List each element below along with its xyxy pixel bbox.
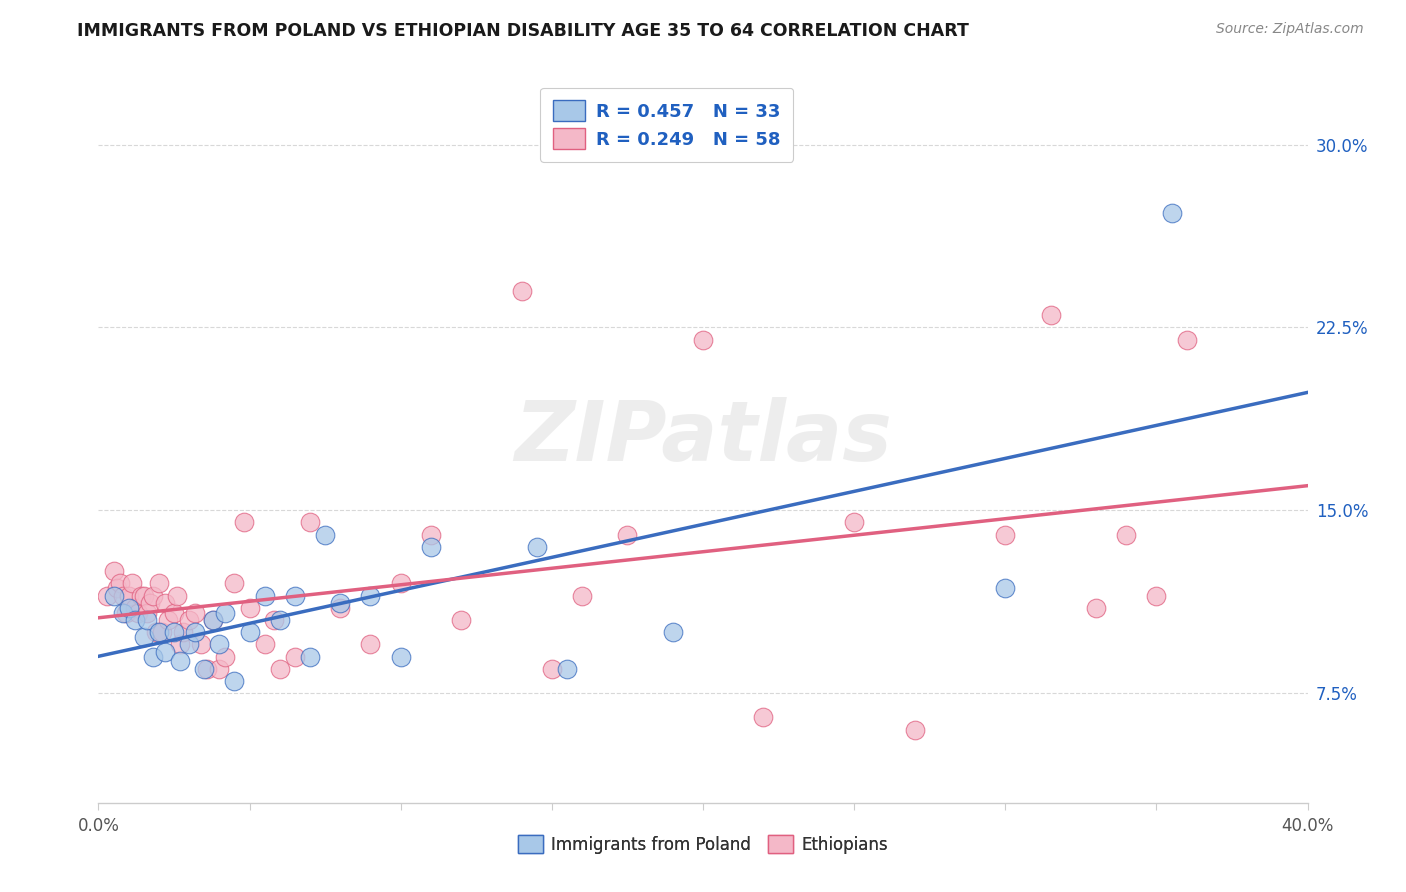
Point bbox=[329, 600, 352, 615]
Point bbox=[360, 637, 382, 651]
Point bbox=[526, 540, 548, 554]
Point bbox=[111, 606, 134, 620]
Point bbox=[163, 606, 186, 620]
Point bbox=[132, 589, 155, 603]
Point bbox=[124, 600, 146, 615]
Point bbox=[169, 637, 191, 651]
Point bbox=[904, 723, 927, 737]
Point bbox=[135, 606, 157, 620]
Point bbox=[148, 625, 170, 640]
Point bbox=[253, 637, 276, 651]
Point bbox=[190, 637, 212, 651]
Point bbox=[314, 527, 336, 541]
Point bbox=[195, 662, 218, 676]
Point bbox=[169, 654, 191, 668]
Point bbox=[239, 600, 262, 615]
Point bbox=[111, 589, 134, 603]
Point bbox=[121, 576, 143, 591]
Point bbox=[172, 625, 194, 640]
Point bbox=[135, 613, 157, 627]
Point bbox=[114, 606, 136, 620]
Point bbox=[129, 589, 152, 603]
Point bbox=[142, 589, 165, 603]
Point bbox=[108, 576, 131, 591]
Point bbox=[1085, 600, 1108, 615]
Point bbox=[224, 576, 246, 591]
Point bbox=[450, 613, 472, 627]
Point bbox=[214, 606, 236, 620]
Point bbox=[420, 527, 443, 541]
Point bbox=[103, 589, 125, 603]
Point bbox=[224, 673, 246, 688]
Point bbox=[1160, 206, 1182, 220]
Point bbox=[142, 649, 165, 664]
Point bbox=[299, 516, 322, 530]
Text: ZIPatlas: ZIPatlas bbox=[515, 397, 891, 477]
Point bbox=[555, 662, 578, 676]
Point bbox=[202, 613, 225, 627]
Point bbox=[1144, 589, 1167, 603]
Point bbox=[153, 596, 176, 610]
Point bbox=[96, 589, 118, 603]
Point bbox=[269, 662, 291, 676]
Point bbox=[420, 540, 443, 554]
Point bbox=[284, 589, 307, 603]
Point bbox=[1039, 308, 1062, 322]
Point bbox=[208, 637, 231, 651]
Point bbox=[253, 589, 276, 603]
Point bbox=[153, 645, 176, 659]
Text: IMMIGRANTS FROM POLAND VS ETHIOPIAN DISABILITY AGE 35 TO 64 CORRELATION CHART: IMMIGRANTS FROM POLAND VS ETHIOPIAN DISA… bbox=[77, 22, 969, 40]
Point bbox=[145, 625, 167, 640]
Point bbox=[127, 606, 149, 620]
Point bbox=[163, 625, 186, 640]
Point bbox=[202, 613, 225, 627]
Point bbox=[184, 606, 207, 620]
Point bbox=[148, 576, 170, 591]
Legend: Immigrants from Poland, Ethiopians: Immigrants from Poland, Ethiopians bbox=[512, 829, 894, 860]
Point bbox=[184, 625, 207, 640]
Point bbox=[103, 564, 125, 578]
Point bbox=[124, 613, 146, 627]
Point bbox=[1175, 333, 1198, 347]
Point bbox=[150, 625, 173, 640]
Point bbox=[360, 589, 382, 603]
Point bbox=[510, 284, 533, 298]
Point bbox=[269, 613, 291, 627]
Point bbox=[1115, 527, 1137, 541]
Point bbox=[752, 710, 775, 724]
Point bbox=[263, 613, 285, 627]
Point bbox=[284, 649, 307, 664]
Point bbox=[389, 649, 412, 664]
Point bbox=[616, 527, 638, 541]
Point bbox=[132, 630, 155, 644]
Point bbox=[105, 581, 128, 595]
Point bbox=[661, 625, 683, 640]
Point bbox=[239, 625, 262, 640]
Point bbox=[166, 589, 188, 603]
Point bbox=[994, 581, 1017, 595]
Point bbox=[232, 516, 254, 530]
Point bbox=[118, 600, 141, 615]
Point bbox=[118, 589, 141, 603]
Point bbox=[994, 527, 1017, 541]
Point bbox=[844, 516, 866, 530]
Point bbox=[193, 662, 215, 676]
Point bbox=[179, 637, 201, 651]
Point bbox=[179, 613, 201, 627]
Point bbox=[208, 662, 231, 676]
Point bbox=[692, 333, 714, 347]
Point bbox=[329, 596, 352, 610]
Point bbox=[156, 613, 179, 627]
Text: Source: ZipAtlas.com: Source: ZipAtlas.com bbox=[1216, 22, 1364, 37]
Point bbox=[389, 576, 412, 591]
Point bbox=[540, 662, 562, 676]
Point bbox=[299, 649, 322, 664]
Point bbox=[139, 596, 162, 610]
Point bbox=[571, 589, 593, 603]
Point bbox=[214, 649, 236, 664]
